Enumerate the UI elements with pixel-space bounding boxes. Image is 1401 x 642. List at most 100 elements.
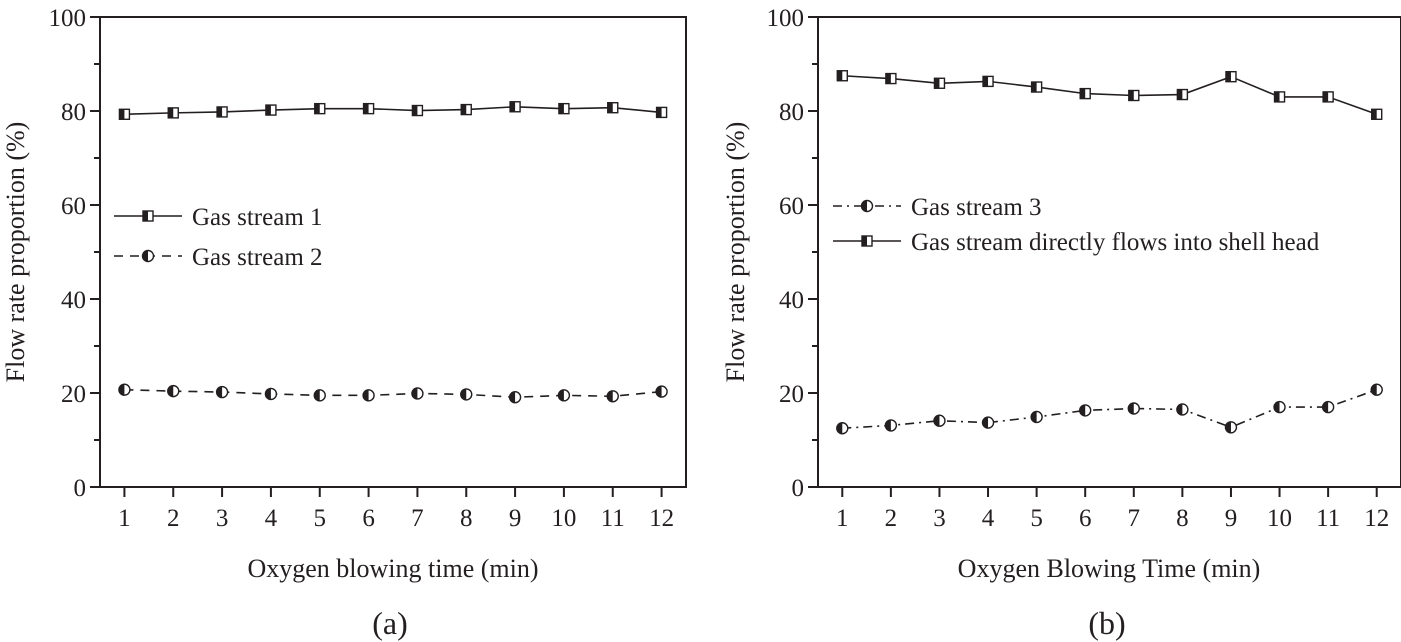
plot-frame-b (817, 16, 1401, 488)
x-axis-label-b: Oxygen Blowing Time (min) (958, 554, 1261, 583)
panel-label-a: (a) (372, 605, 408, 641)
legend-a: Gas stream 1 Gas stream 2 (114, 204, 323, 271)
legend-marker-b-0 (860, 199, 874, 213)
data-point-b-1-5 (1030, 81, 1043, 93)
data-point-b-0-4 (981, 416, 995, 429)
data-point-b-0-6 (1079, 404, 1092, 417)
data-point-b-1-9 (1225, 70, 1237, 83)
data-point-b-0-5 (1030, 410, 1043, 424)
data-point-a-0-7 (411, 104, 424, 117)
data-point-b-0-10 (1273, 400, 1286, 414)
data-point-a-1-6 (362, 389, 375, 402)
data-point-b-1-3 (933, 77, 946, 89)
legend-label-gas-stream-3: Gas stream 3 (911, 194, 1042, 221)
data-point-a-0-2 (167, 107, 179, 119)
x-tick-label-a-8: 8 (460, 505, 473, 532)
x-tick-label-b-9: 9 (1225, 505, 1238, 532)
x-tick-label-a-3: 3 (216, 505, 229, 532)
x-tick-label-b-1: 1 (836, 505, 849, 532)
legend-marker-a-0 (142, 210, 154, 222)
data-point-a-1-4 (264, 387, 278, 401)
x-tick-label-b-7: 7 (1128, 505, 1141, 532)
legend-label-gas-stream-2: Gas stream 2 (192, 244, 323, 271)
data-point-a-0-8 (460, 103, 472, 116)
data-point-b-0-8 (1176, 403, 1189, 416)
x-tick-label-b-11: 11 (1316, 505, 1340, 532)
data-point-b-1-1 (836, 70, 848, 82)
data-point-a-0-5 (314, 102, 326, 115)
data-point-a-0-9 (509, 101, 521, 113)
x-tick-label-b-5: 5 (1030, 505, 1043, 532)
legend-label-gas-stream-shell-head: Gas stream directly flows into shell hea… (911, 229, 1320, 256)
y-tick-label-a-60: 60 (61, 193, 86, 220)
data-point-a-0-10 (558, 102, 570, 115)
series-group-a (118, 101, 668, 404)
data-point-b-1-4 (982, 75, 994, 88)
legend-b: Gas stream 3 Gas stream directly flows i… (833, 194, 1320, 256)
data-point-a-1-1 (118, 383, 131, 396)
data-point-a-1-3 (215, 385, 229, 399)
y-axis-label-a: Flow rate proportion (%) (1, 122, 30, 383)
series-group-b (836, 70, 1383, 435)
data-point-b-1-10 (1273, 91, 1286, 103)
series-line-a-0 (124, 105, 662, 116)
y-tick-label-a-40: 40 (61, 287, 86, 314)
y-tick-label-b-0: 0 (792, 475, 805, 502)
data-point-a-1-9 (508, 391, 522, 404)
data-point-b-1-2 (885, 72, 897, 85)
y-tick-label-a-80: 80 (61, 99, 86, 126)
x-tick-label-a-9: 9 (509, 505, 522, 532)
x-axis-label-a: Oxygen blowing time (min) (247, 554, 538, 583)
data-point-b-0-7 (1127, 402, 1140, 415)
y-tick-label-b-60: 60 (779, 193, 804, 220)
y-tick-label-b-20: 20 (779, 381, 804, 408)
panel-label-b: (b) (1088, 605, 1125, 641)
data-point-a-1-8 (460, 388, 473, 401)
data-point-b-1-6 (1079, 87, 1091, 100)
x-tick-label-b-8: 8 (1176, 505, 1189, 532)
legend-marker-b-1 (861, 235, 873, 247)
y-tick-label-b-40: 40 (779, 287, 804, 314)
data-point-a-0-12 (655, 106, 668, 119)
data-point-b-0-9 (1224, 421, 1238, 434)
data-point-a-1-5 (313, 389, 326, 402)
data-point-b-0-1 (836, 422, 849, 435)
data-point-a-0-11 (607, 102, 619, 114)
x-tick-label-a-10: 10 (551, 505, 576, 532)
x-tick-label-b-4: 4 (982, 505, 995, 532)
data-point-b-1-12 (1371, 108, 1383, 120)
series-line-b-0 (842, 388, 1377, 430)
data-point-a-0-6 (362, 102, 375, 115)
series-line-a-1 (124, 388, 662, 399)
y-tick-labels-b: 0 20 40 60 80 100 (767, 5, 818, 502)
data-point-b-0-12 (1370, 383, 1383, 396)
x-tick-label-a-4: 4 (265, 505, 278, 532)
data-point-a-1-12 (655, 385, 668, 398)
x-tick-label-b-6: 6 (1079, 505, 1092, 532)
x-tick-label-a-5: 5 (314, 505, 327, 532)
data-point-a-0-3 (216, 106, 228, 118)
data-point-b-1-7 (1128, 89, 1140, 102)
data-point-a-1-2 (167, 384, 180, 398)
series-line-b-1 (842, 74, 1377, 116)
legend-label-gas-stream-1: Gas stream 1 (192, 204, 323, 231)
y-tick-labels-a: 0 20 40 60 80 100 (49, 5, 100, 502)
plot-frame-a (99, 16, 687, 488)
y-tick-label-a-20: 20 (61, 381, 86, 408)
x-tick-label-a-1: 1 (118, 505, 131, 532)
data-point-a-0-1 (118, 108, 131, 120)
x-tick-label-a-6: 6 (362, 505, 375, 532)
y-tick-label-a-100: 100 (49, 5, 87, 32)
x-tick-label-b-3: 3 (933, 505, 946, 532)
x-tick-label-b-12: 12 (1364, 505, 1389, 532)
x-tick-label-a-2: 2 (167, 505, 180, 532)
data-point-b-0-11 (1321, 400, 1335, 414)
data-point-a-1-7 (411, 387, 424, 400)
x-tick-labels-a: 1 2 3 4 5 6 7 8 9 10 11 12 (118, 487, 674, 532)
data-point-b-1-8 (1176, 88, 1189, 101)
x-tick-labels-b: 1 2 3 4 5 6 7 8 9 10 11 12 (836, 487, 1389, 532)
y-tick-label-b-100: 100 (767, 5, 805, 32)
